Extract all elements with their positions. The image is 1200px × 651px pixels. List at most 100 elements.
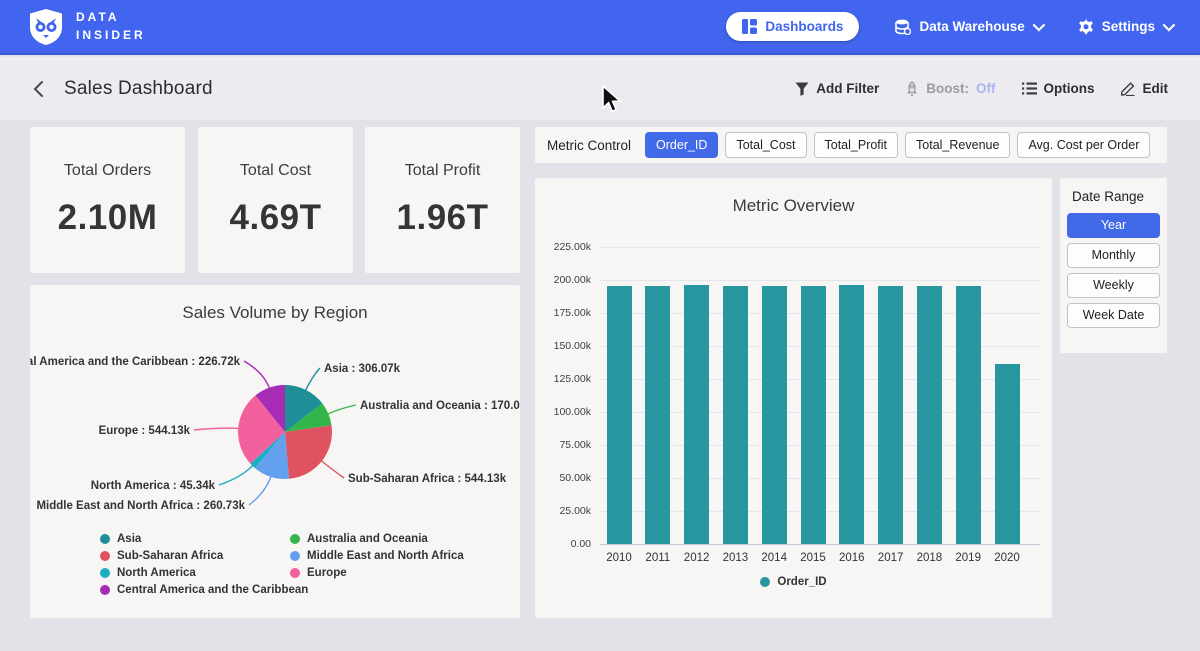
database-icon — [895, 19, 911, 35]
boost-toggle[interactable]: Boost: Off — [905, 81, 995, 96]
add-filter-button[interactable]: Add Filter — [795, 81, 879, 96]
range-btn-week-date[interactable]: Week Date — [1067, 303, 1160, 328]
bar-2011 — [645, 286, 670, 544]
add-filter-label: Add Filter — [816, 81, 879, 96]
y-axis-tick: 150.00k — [535, 340, 591, 352]
pie-leader-line — [305, 368, 320, 392]
legend-label: Middle East and North Africa — [307, 550, 464, 562]
x-axis-tick: 2016 — [830, 552, 874, 564]
list-options-icon — [1022, 82, 1037, 95]
y-axis-tick: 125.00k — [535, 373, 591, 385]
pie-chart-card: Sales Volume by Region Asia : 306.07kAus… — [30, 285, 520, 618]
bar-2019 — [956, 286, 981, 544]
legend-item-central-america-and-the-caribbean[interactable]: Central America and the Caribbean — [100, 584, 308, 596]
dashboard-header: Sales Dashboard Add Filter Boost: Off — [0, 57, 1200, 120]
metric-btn-avg-cost-per-order[interactable]: Avg. Cost per Order — [1017, 132, 1150, 158]
pencil-icon — [1121, 81, 1136, 96]
bar-2018 — [917, 286, 942, 544]
x-axis-tick: 2020 — [985, 552, 1029, 564]
pie-leader-line — [244, 361, 270, 390]
bar-2017 — [878, 286, 903, 544]
legend-dot — [100, 534, 110, 544]
pie-label: Asia : 306.07k — [324, 363, 401, 375]
legend-label: Order_ID — [777, 576, 826, 588]
legend-item-europe[interactable]: Europe — [290, 567, 464, 579]
y-axis-tick: 100.00k — [535, 406, 591, 418]
kpi-card-total-profit: Total Profit 1.96T — [365, 127, 520, 273]
legend-label: North America — [117, 567, 196, 579]
pie-label: North America : 45.34k — [91, 480, 216, 492]
bar-2014 — [762, 286, 787, 544]
metric-control-label: Metric Control — [547, 138, 631, 153]
x-axis-tick: 2018 — [907, 552, 951, 564]
pie-label: Central America and the Caribbean : 226.… — [30, 356, 241, 368]
nav-dashboards[interactable]: Dashboards — [726, 12, 859, 41]
metric-control-panel: Metric Control Order_ID Total_Cost Total_P… — [535, 127, 1167, 163]
legend-item-sub-saharan-africa[interactable]: Sub-Saharan Africa — [100, 550, 308, 562]
range-btn-weekly[interactable]: Weekly — [1067, 273, 1160, 298]
kpi-label: Total Cost — [240, 162, 311, 180]
legend-label: Asia — [117, 533, 141, 545]
legend-dot — [760, 577, 770, 587]
page-title: Sales Dashboard — [64, 78, 213, 100]
pie-leader-line — [219, 465, 254, 486]
back-button[interactable] — [32, 80, 44, 98]
kpi-card-total-cost: Total Cost 4.69T — [198, 127, 353, 273]
pie-leader-line — [194, 428, 240, 430]
gridline — [600, 247, 1040, 248]
bar-2020 — [995, 364, 1020, 544]
bar-2013 — [723, 286, 748, 544]
bar-2010 — [607, 286, 632, 544]
y-axis-tick: 25.00k — [535, 505, 591, 517]
x-axis-tick: 2013 — [713, 552, 757, 564]
edit-button[interactable]: Edit — [1121, 81, 1169, 96]
nav-data-warehouse-label: Data Warehouse — [919, 19, 1024, 34]
boost-label: Boost: — [926, 81, 969, 96]
y-axis-tick: 200.00k — [535, 274, 591, 286]
y-axis-tick: 175.00k — [535, 307, 591, 319]
top-navigation-bar: DATA INSIDER Dashboards — [0, 0, 1200, 55]
options-button[interactable]: Options — [1022, 81, 1095, 96]
metric-btn-order-id[interactable]: Order_ID — [645, 132, 718, 158]
range-btn-monthly[interactable]: Monthly — [1067, 243, 1160, 268]
pie-slice-sub-saharan-africa — [285, 425, 332, 479]
legend-dot — [290, 534, 300, 544]
legend-item-order-id[interactable]: Order_ID — [760, 576, 826, 588]
y-axis-tick: 75.00k — [535, 439, 591, 451]
metric-button-group: Order_ID Total_Cost Total_ProfitTotal_Reve… — [645, 132, 1150, 158]
x-axis-tick: 2012 — [675, 552, 719, 564]
owl-logo-icon — [28, 8, 64, 46]
x-axis-tick: 2019 — [946, 552, 990, 564]
metric-btn-total-revenue[interactable]: Total_Revenue — [905, 132, 1010, 158]
legend-item-north-america[interactable]: North America — [100, 567, 308, 579]
pie-label: Middle East and North Africa : 260.73k — [36, 500, 245, 512]
kpi-label: Total Profit — [405, 162, 481, 180]
legend-item-australia-and-oceania[interactable]: Australia and Oceania — [290, 533, 464, 545]
metric-btn-total-cost[interactable]: Total_Cost — [725, 132, 806, 158]
nav-settings[interactable]: Settings — [1078, 19, 1172, 35]
nav-data-warehouse[interactable]: Data Warehouse — [895, 19, 1041, 35]
legend-label: Sub-Saharan Africa — [117, 550, 223, 562]
x-axis-tick: 2015 — [791, 552, 835, 564]
pie-label: Europe : 544.13k — [99, 425, 191, 437]
range-btn-year[interactable]: Year — [1067, 213, 1160, 238]
rocket-icon — [905, 81, 919, 96]
legend-item-asia[interactable]: Asia — [100, 533, 308, 545]
pie-legend-column-right: Australia and Oceania Middle East and Nor… — [290, 533, 464, 579]
legend-item-middle-east-and-north-africa[interactable]: Middle East and North Africa — [290, 550, 464, 562]
gridline — [600, 544, 1040, 545]
legend-label: Australia and Oceania — [307, 533, 428, 545]
legend-dot — [290, 568, 300, 578]
legend-dot — [100, 585, 110, 595]
legend-label: Europe — [307, 567, 347, 579]
x-axis-tick: 2014 — [752, 552, 796, 564]
brand-logo: DATA INSIDER — [28, 8, 146, 46]
kpi-value: 2.10M — [58, 198, 158, 238]
gear-icon — [1078, 19, 1094, 35]
metric-btn-total-profit[interactable]: Total_Profit — [814, 132, 899, 158]
bar-2015 — [801, 286, 826, 544]
dashboard-grid-icon — [742, 19, 757, 34]
kpi-card-total-orders: Total Orders 2.10M — [30, 127, 185, 273]
y-axis-tick: 50.00k — [535, 472, 591, 484]
date-range-button-group: Year Monthly Weekly Week Date — [1067, 213, 1160, 328]
